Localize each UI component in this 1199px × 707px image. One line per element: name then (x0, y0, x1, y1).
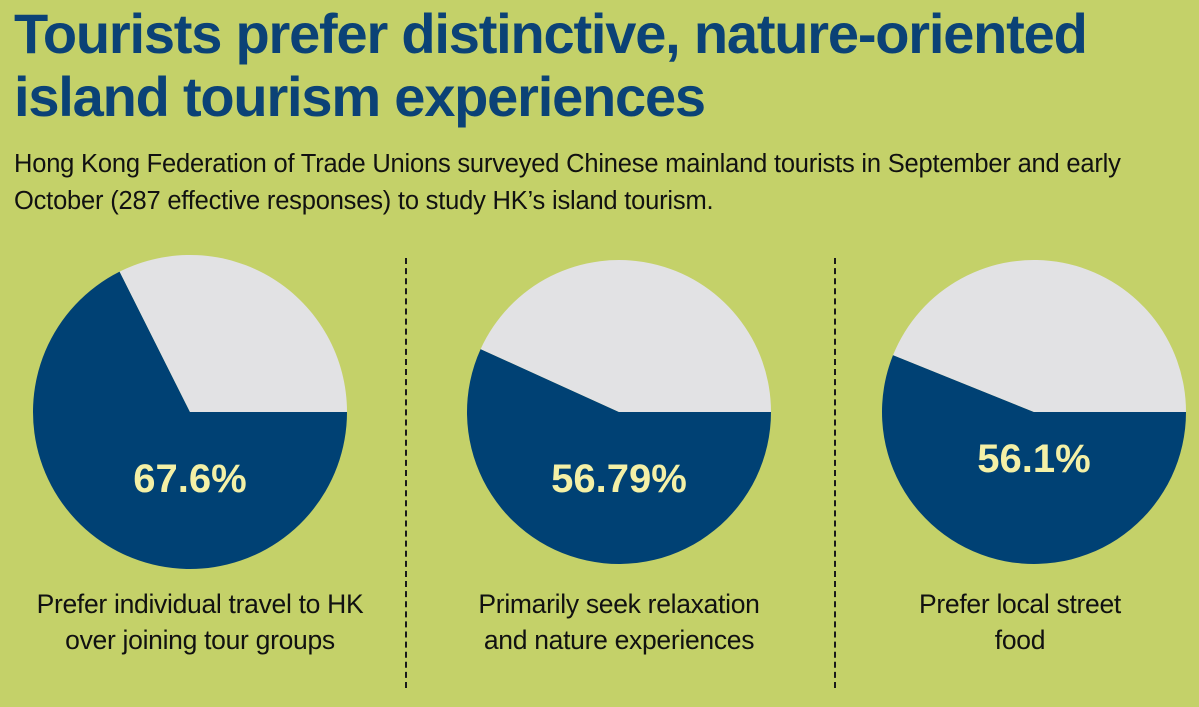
pie-slice-remainder-relaxation-nature (480, 259, 771, 412)
pie-value-label-individual-travel: 67.6% (133, 457, 246, 501)
caption-relaxation-nature: Primarily seek relaxation and nature exp… (478, 589, 760, 655)
caption-street-food: Prefer local street food (919, 589, 1121, 655)
chart-subtitle: Hong Kong Federation of Trade Unions sur… (14, 150, 1121, 215)
pie-chart-relaxation-nature: 56.79% (467, 259, 771, 564)
pie-slice-relaxation-nature (467, 349, 771, 564)
divider-left (405, 258, 407, 688)
chart-title: Tourists prefer distinctive, nature-orie… (14, 2, 1088, 128)
pie-chart-individual-travel: 67.6% (32, 255, 348, 570)
pie-slice-remainder-street-food (893, 259, 1186, 412)
pie-slice-remainder-individual-travel (119, 255, 347, 412)
pie-value-label-street-food: 56.1% (977, 437, 1090, 481)
pie-slice-individual-travel (32, 271, 348, 570)
pie-slice-street-food (882, 355, 1186, 564)
pie-value-label-relaxation-nature: 56.79% (551, 457, 687, 501)
caption-individual-travel: Prefer individual travel to HK over join… (36, 589, 364, 655)
divider-right (834, 258, 836, 688)
pie-chart-street-food: 56.1% (882, 259, 1186, 564)
